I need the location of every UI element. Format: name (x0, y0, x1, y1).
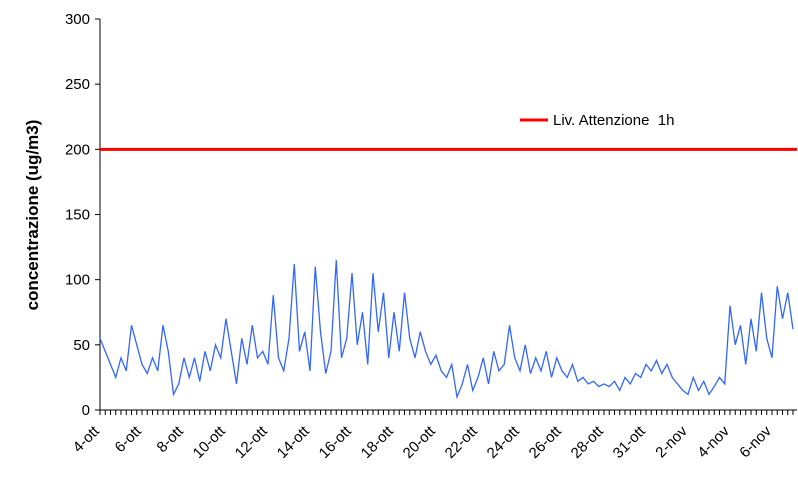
x-tick-label: 4-nov (694, 422, 733, 461)
x-tick-label: 6-ott (112, 422, 146, 456)
y-tick-label: 0 (82, 402, 90, 419)
x-tick-label: 22-ott (442, 422, 482, 462)
x-tick-label: 31-ott (610, 422, 650, 462)
x-tick-label: 16-ott (316, 422, 356, 462)
y-tick-label: 150 (65, 207, 90, 224)
x-tick-label: 26-ott (526, 422, 566, 462)
x-tick-label: 24-ott (484, 422, 524, 462)
x-tick-label: 4-ott (70, 422, 104, 456)
x-tick-label: 12-ott (232, 422, 272, 462)
x-tick-label: 10-ott (190, 422, 230, 462)
y-tick-label: 200 (65, 141, 90, 158)
x-tick-label: 6-nov (736, 422, 775, 461)
y-axis-label: concentrazione (ug/m3) (23, 120, 42, 311)
y-tick-label: 300 (65, 11, 90, 28)
x-tick-label: 14-ott (274, 422, 314, 462)
y-tick-label: 250 (65, 76, 90, 93)
data-line (99, 260, 794, 400)
x-tick-label: 20-ott (400, 422, 440, 462)
x-tick-label: 2-nov (652, 422, 691, 461)
y-tick-label: 100 (65, 272, 90, 289)
x-tick-label: 28-ott (568, 422, 608, 462)
legend-label: Liv. Attenzione 1h (553, 112, 674, 129)
y-tick-label: 50 (73, 337, 90, 354)
x-tick-label: 8-ott (154, 422, 188, 456)
x-tick-label: 18-ott (358, 422, 398, 462)
